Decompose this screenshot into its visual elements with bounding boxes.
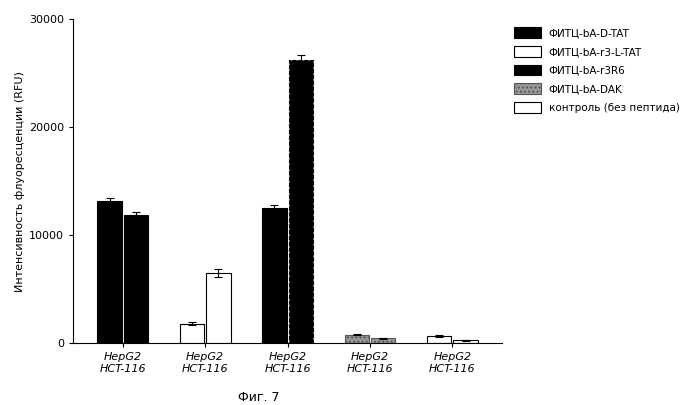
Bar bbox=[97, 200, 122, 343]
Bar bbox=[206, 273, 231, 343]
Bar bbox=[180, 324, 204, 343]
Text: Фиг. 7: Фиг. 7 bbox=[238, 391, 280, 404]
Bar bbox=[262, 208, 287, 343]
Bar bbox=[454, 341, 477, 343]
Legend: ФИТЦ-bA-D-TAT, ФИТЦ-bA-r3-L-TAT, ФИТЦ-bA-r3R6, ФИТЦ-bA-DAK, контроль (без пептид: ФИТЦ-bA-D-TAT, ФИТЦ-bA-r3-L-TAT, ФИТЦ-bA… bbox=[512, 24, 683, 116]
Bar bbox=[427, 336, 452, 343]
Y-axis label: Интенсивность флуоресценции (RFU): Интенсивность флуоресценции (RFU) bbox=[15, 70, 25, 292]
Bar bbox=[289, 60, 313, 343]
Bar bbox=[124, 215, 148, 343]
Bar bbox=[345, 335, 369, 343]
Bar bbox=[371, 338, 396, 343]
